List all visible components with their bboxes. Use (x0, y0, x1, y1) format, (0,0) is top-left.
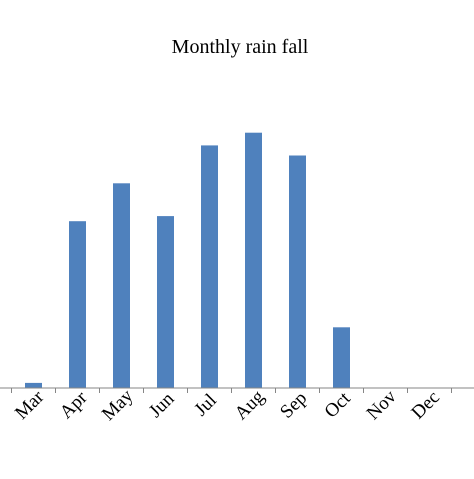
x-tick-label-apr: Apr (56, 387, 92, 423)
bar-jul (201, 145, 218, 388)
bar-sep (289, 155, 306, 388)
bar-oct (333, 327, 350, 388)
x-tick-label-mar: Mar (11, 386, 49, 424)
x-tick-label-dec: Dec (407, 387, 443, 423)
chart-title: Monthly rain fall (172, 36, 309, 58)
bar-aug (245, 132, 262, 388)
bars-group (25, 132, 350, 388)
x-tick-label-jun: Jun (145, 388, 179, 422)
x-tick-label-sep: Sep (276, 388, 311, 423)
x-tick-label-oct: Oct (321, 388, 356, 423)
x-tick-label-may: May (98, 385, 138, 425)
bar-may (113, 183, 130, 388)
x-tick-label-aug: Aug (231, 386, 269, 424)
x-tick-label-jul: Jul (190, 390, 221, 421)
x-tick-label-nov: Nov (363, 386, 401, 424)
bar-apr (69, 221, 86, 388)
bar-mar (25, 382, 42, 388)
x-axis: Mar Apr May Jun Jul Aug Sep Oct Nov Dec (0, 385, 474, 425)
bar-jun (157, 216, 174, 388)
